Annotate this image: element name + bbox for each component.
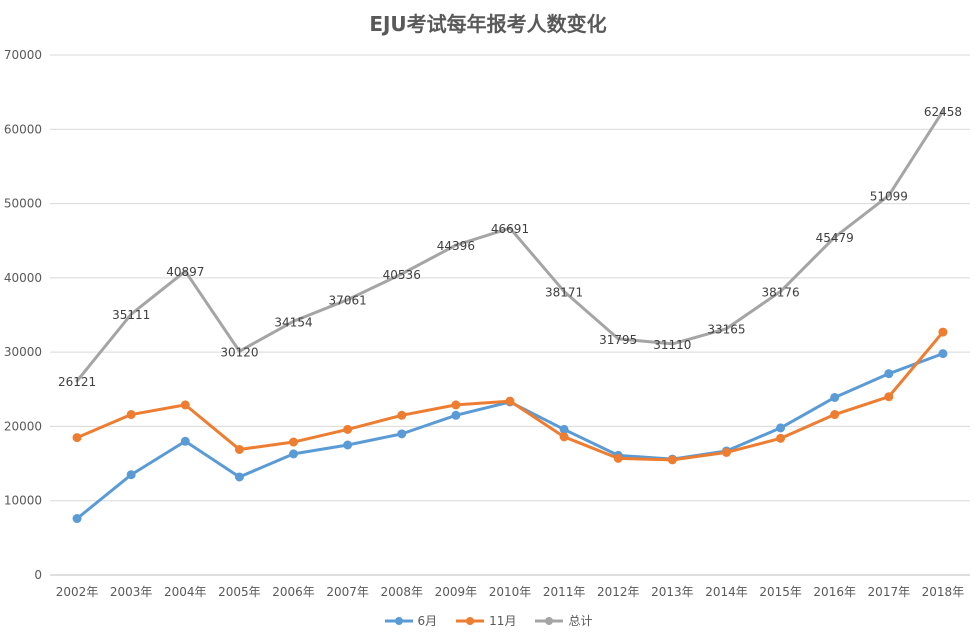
data-point	[180, 400, 190, 410]
x-tick-label: 2004年	[164, 585, 207, 599]
x-tick-label: 2008年	[380, 585, 423, 599]
series-line-1	[75, 330, 945, 462]
data-label: 44396	[437, 239, 475, 253]
x-tick-label: 2017年	[868, 585, 911, 599]
data-point	[721, 447, 731, 457]
data-label: 40897	[166, 265, 204, 279]
legend-item: 11月	[455, 612, 516, 629]
data-label: 34154	[274, 315, 312, 329]
x-tick-label: 2007年	[326, 585, 369, 599]
data-label: 31110	[653, 338, 691, 352]
y-tick-label: 50000	[4, 197, 42, 211]
legend-marker	[535, 616, 564, 625]
data-label: 51099	[870, 189, 908, 203]
data-point	[830, 410, 840, 420]
legend-marker	[456, 616, 485, 625]
legend-label: 总计	[568, 614, 593, 628]
x-tick-label: 2003年	[110, 585, 153, 599]
legend-marker	[384, 616, 413, 625]
data-point	[234, 472, 244, 482]
data-point	[505, 396, 515, 406]
legend-label: 11月	[489, 614, 517, 628]
data-label: 40536	[383, 268, 421, 282]
data-point	[776, 433, 786, 443]
data-label: 46691	[491, 222, 529, 236]
y-tick-label: 0	[34, 568, 42, 582]
series-line-0	[75, 352, 945, 521]
data-point	[180, 436, 190, 446]
data-point	[451, 410, 461, 420]
legend: 6月 11月 总计	[0, 612, 976, 629]
data-point	[830, 392, 840, 402]
data-point	[938, 349, 948, 359]
x-tick-label: 2009年	[435, 585, 478, 599]
legend-item: 6月	[384, 612, 438, 629]
x-tick-label: 2013年	[651, 585, 694, 599]
y-tick-label: 70000	[4, 48, 42, 62]
data-label: 30120	[220, 345, 258, 359]
data-point	[667, 455, 677, 465]
x-tick-label: 2002年	[56, 585, 99, 599]
x-tick-label: 2005年	[218, 585, 261, 599]
data-label: 37061	[329, 294, 367, 308]
data-label: 31795	[599, 333, 637, 347]
data-label: 26121	[58, 375, 96, 389]
x-tick-label: 2015年	[759, 585, 802, 599]
data-point	[397, 410, 407, 420]
y-tick-label: 10000	[4, 494, 42, 508]
data-point	[613, 453, 623, 463]
x-tick-label: 2010年	[489, 585, 532, 599]
data-point	[884, 392, 894, 402]
data-point	[343, 440, 353, 450]
x-tick-label: 2018年	[922, 585, 965, 599]
x-tick-label: 2006年	[272, 585, 315, 599]
data-point	[776, 423, 786, 433]
data-point	[884, 369, 894, 379]
data-point	[451, 400, 461, 410]
data-label: 38171	[545, 285, 583, 299]
y-tick-label: 60000	[4, 122, 42, 136]
data-point	[72, 433, 82, 443]
chart-title: EJU考试每年报考人数变化	[369, 12, 607, 36]
data-label: 35111	[112, 308, 150, 322]
data-point	[938, 327, 948, 337]
data-point	[72, 514, 82, 524]
data-point	[126, 410, 136, 420]
data-point	[397, 429, 407, 439]
data-point	[234, 444, 244, 454]
legend-item: 总计	[534, 612, 592, 629]
series-line-2	[75, 109, 945, 383]
data-point	[559, 424, 569, 434]
y-tick-label: 40000	[4, 271, 42, 285]
x-tick-label: 2014年	[705, 585, 748, 599]
data-point	[126, 470, 136, 480]
x-tick-label: 2012年	[597, 585, 640, 599]
data-point	[289, 449, 299, 459]
data-label: 33165	[707, 323, 745, 337]
x-tick-label: 2011年	[543, 585, 586, 599]
data-point	[559, 432, 569, 442]
data-label: 38176	[761, 285, 799, 299]
data-label: 62458	[924, 105, 962, 119]
data-label: 45479	[816, 231, 854, 245]
x-tick-label: 2016年	[813, 585, 856, 599]
legend-label: 6月	[417, 614, 438, 628]
y-tick-label: 30000	[4, 345, 42, 359]
y-tick-label: 20000	[4, 419, 42, 433]
data-point	[289, 437, 299, 447]
data-point	[343, 424, 353, 434]
